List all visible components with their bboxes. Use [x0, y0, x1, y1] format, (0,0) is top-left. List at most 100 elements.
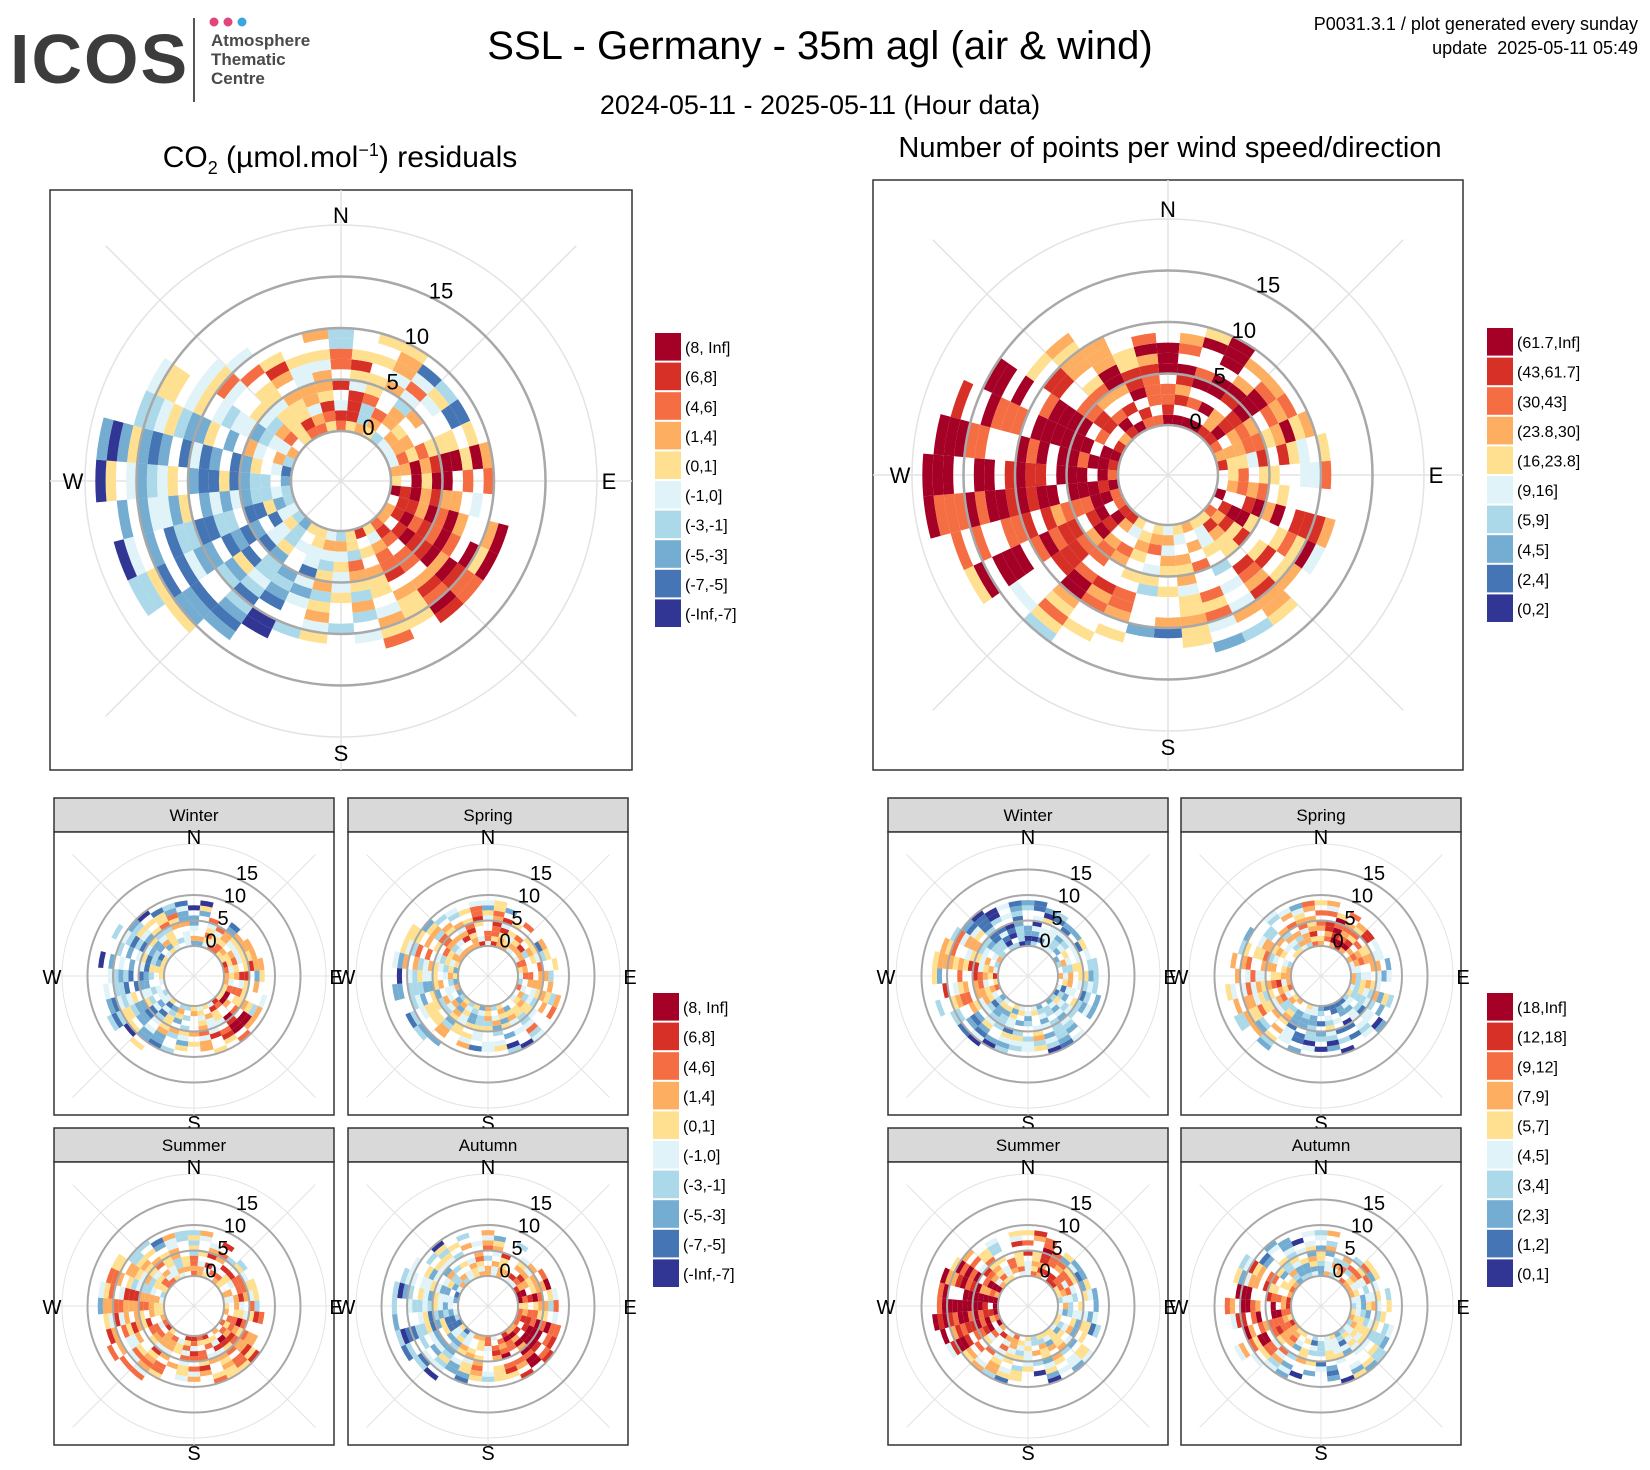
data-cell	[1127, 524, 1143, 539]
data-cell	[1036, 440, 1051, 465]
data-cell	[954, 1324, 964, 1339]
data-cell	[1071, 1292, 1079, 1303]
data-cell	[1204, 327, 1233, 346]
data-cell	[491, 1014, 500, 1022]
data-cell	[1276, 562, 1302, 591]
data-cell	[989, 1289, 997, 1297]
data-cell	[1023, 1351, 1033, 1357]
data-cell	[1349, 1341, 1361, 1352]
data-cell	[222, 1329, 232, 1339]
data-cell	[247, 1003, 259, 1017]
data-cell	[197, 1265, 205, 1273]
data-cell	[140, 1282, 149, 1293]
data-cell	[161, 1268, 171, 1278]
data-cell	[1002, 1026, 1014, 1035]
data-cell	[417, 1299, 423, 1313]
data-cell	[513, 1264, 524, 1274]
grid-spoke	[366, 854, 489, 977]
data-cell	[469, 905, 483, 913]
data-cell	[399, 552, 421, 573]
data-cell	[1021, 1230, 1035, 1236]
legend-label: (2,4]	[1517, 572, 1549, 589]
speed-ring	[406, 1224, 570, 1388]
data-cell	[1324, 935, 1332, 943]
data-cell	[1091, 981, 1099, 995]
logo-line-1: Atmosphere	[211, 31, 310, 50]
data-cell	[311, 412, 326, 427]
data-cell	[442, 1277, 451, 1287]
data-cell	[113, 1298, 119, 1314]
data-cell	[520, 1280, 530, 1290]
data-cell	[212, 1370, 227, 1380]
data-cell	[143, 1248, 157, 1260]
data-cell	[1118, 417, 1134, 433]
data-cell	[444, 956, 452, 966]
data-cell	[1327, 1230, 1341, 1238]
data-cell	[129, 1265, 141, 1279]
data-cell	[409, 1256, 422, 1272]
data-cell	[1024, 1265, 1032, 1272]
data-cell	[1045, 1327, 1053, 1335]
data-cell	[136, 1359, 151, 1373]
data-cell	[424, 1321, 434, 1334]
data-cell	[990, 943, 1000, 953]
data-cell	[1056, 1282, 1065, 1292]
data-cell	[1073, 952, 1082, 963]
speed-tick-label: 0	[1333, 1261, 1344, 1283]
data-cell	[1031, 930, 1040, 938]
data-cell	[1247, 1008, 1259, 1023]
data-cell	[156, 1329, 166, 1339]
data-cell	[1008, 1044, 1022, 1052]
data-cell	[984, 458, 996, 492]
data-cell	[1051, 1004, 1061, 1014]
data-cell	[502, 1004, 512, 1013]
data-cell	[1006, 927, 1017, 935]
data-cell	[136, 1029, 151, 1043]
data-cell	[1210, 509, 1226, 525]
data-cell	[1309, 1260, 1318, 1268]
data-cell	[164, 369, 191, 404]
data-cell	[456, 1347, 467, 1357]
data-cell	[446, 940, 456, 951]
data-cell	[468, 1374, 482, 1382]
data-cell	[304, 608, 330, 624]
data-cell	[1316, 1250, 1326, 1256]
data-cell	[1057, 404, 1077, 428]
data-cell	[542, 1321, 552, 1334]
data-cell	[1271, 1337, 1282, 1349]
data-cell	[442, 1309, 450, 1318]
data-cell	[950, 530, 974, 571]
data-cell	[1041, 1351, 1052, 1360]
plot-area	[888, 1162, 1168, 1445]
data-cell	[524, 1316, 532, 1326]
data-cell	[1267, 929, 1279, 942]
data-cell	[1071, 962, 1079, 973]
data-cell	[190, 1005, 198, 1012]
data-cell	[434, 596, 464, 624]
data-cell	[1354, 965, 1362, 973]
data-cell	[414, 929, 426, 944]
data-cell	[1004, 1334, 1014, 1343]
data-cell	[1334, 1351, 1345, 1360]
data-cell	[1008, 900, 1022, 908]
data-cell	[1066, 964, 1074, 973]
data-cell	[1259, 501, 1276, 523]
data-cell	[1035, 463, 1047, 487]
data-cell	[1279, 1331, 1289, 1342]
data-cell	[182, 1260, 191, 1268]
grid-spoke	[193, 1305, 316, 1428]
data-cell	[1279, 1280, 1289, 1290]
data-cell	[1076, 416, 1094, 437]
data-cell	[934, 999, 946, 1017]
speed-tick-label: 10	[1058, 1215, 1080, 1237]
data-cell	[225, 985, 233, 993]
data-cell	[331, 582, 351, 593]
data-cell	[1076, 467, 1088, 483]
data-cell	[1254, 381, 1277, 405]
data-cell	[1056, 1273, 1066, 1283]
data-cell	[985, 1256, 997, 1267]
data-cell	[1292, 993, 1300, 1001]
data-cell	[1206, 383, 1227, 401]
data-cell	[103, 983, 111, 1000]
